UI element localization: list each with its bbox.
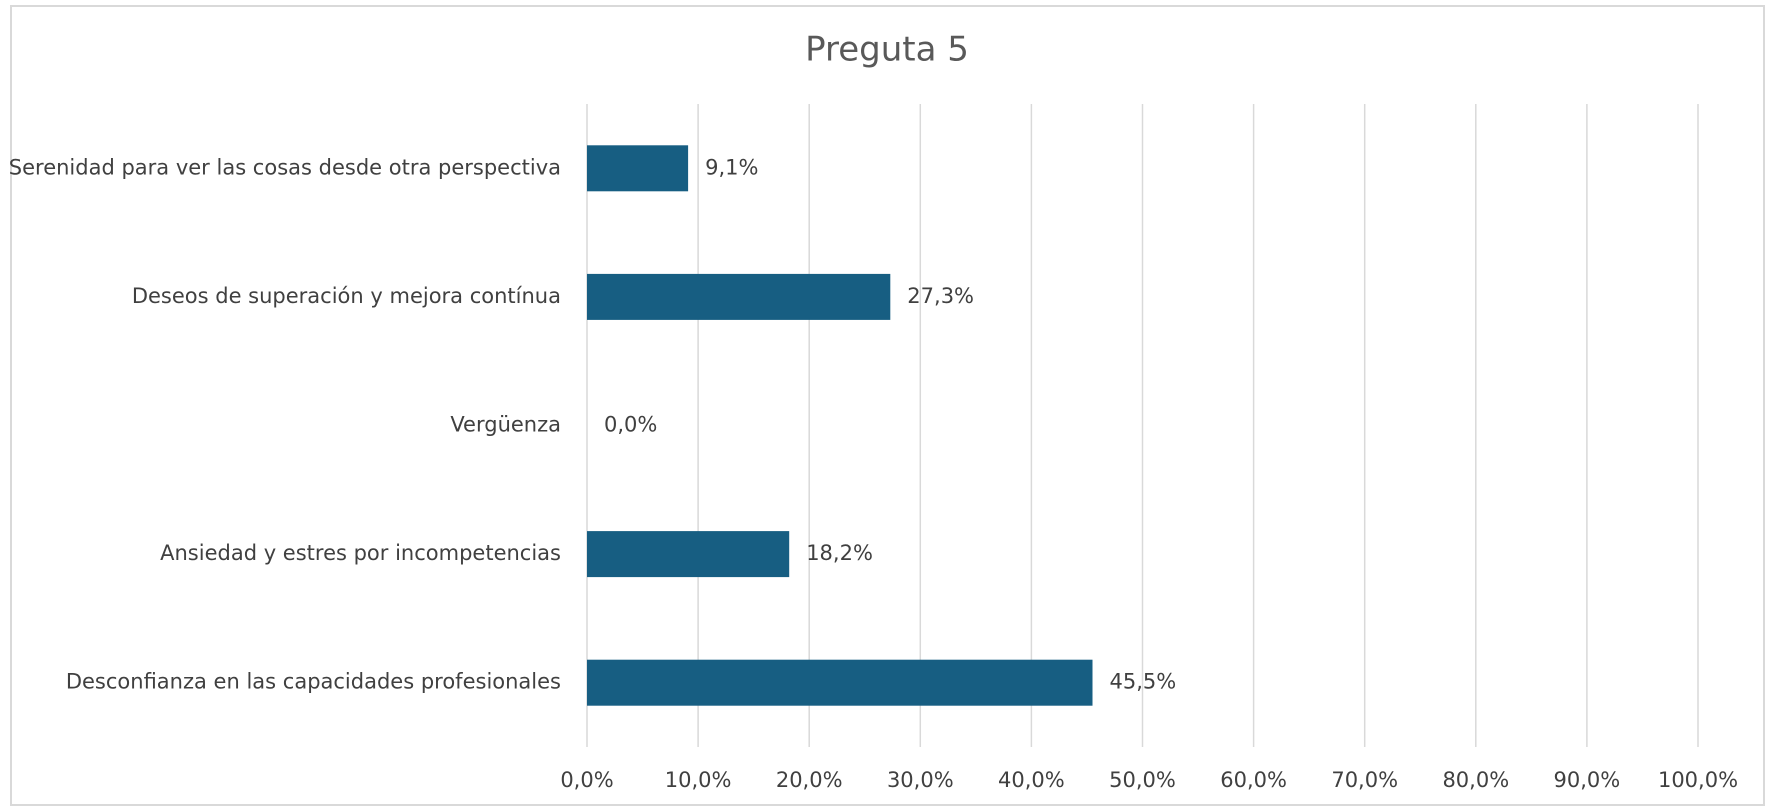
x-tick-label: 30,0%	[887, 768, 954, 792]
data-label: 27,3%	[907, 284, 974, 308]
bar	[587, 531, 790, 578]
bar	[587, 273, 891, 320]
bar	[587, 145, 689, 192]
data-label: 18,2%	[806, 541, 873, 565]
y-tick-label: Ansiedad y estres por incompetencias	[160, 541, 561, 565]
x-tick-label: 80,0%	[1442, 768, 1509, 792]
x-tick-label: 90,0%	[1554, 768, 1621, 792]
data-label: 45,5%	[1110, 670, 1177, 694]
y-tick-label: Vergüenza	[450, 413, 561, 437]
data-label: 9,1%	[705, 155, 758, 179]
x-tick-label: 10,0%	[665, 768, 732, 792]
y-tick-label: Serenidad para ver las cosas desde otra …	[9, 155, 561, 179]
x-tick-label: 100,0%	[1658, 768, 1738, 792]
data-label: 0,0%	[604, 413, 657, 437]
x-tick-label: 60,0%	[1220, 768, 1287, 792]
x-tick-label: 0,0%	[560, 768, 613, 792]
chart-frame	[10, 5, 1765, 806]
chart-title: Preguta 5	[805, 30, 969, 70]
y-tick-label: Desconfianza en las capacidades profesio…	[66, 670, 561, 694]
y-tick-label: Deseos de superación y mejora contínua	[132, 284, 561, 308]
x-tick-label: 20,0%	[776, 768, 843, 792]
bar	[587, 659, 1093, 706]
x-tick-label: 70,0%	[1331, 768, 1398, 792]
x-tick-label: 40,0%	[998, 768, 1065, 792]
x-tick-label: 50,0%	[1109, 768, 1176, 792]
